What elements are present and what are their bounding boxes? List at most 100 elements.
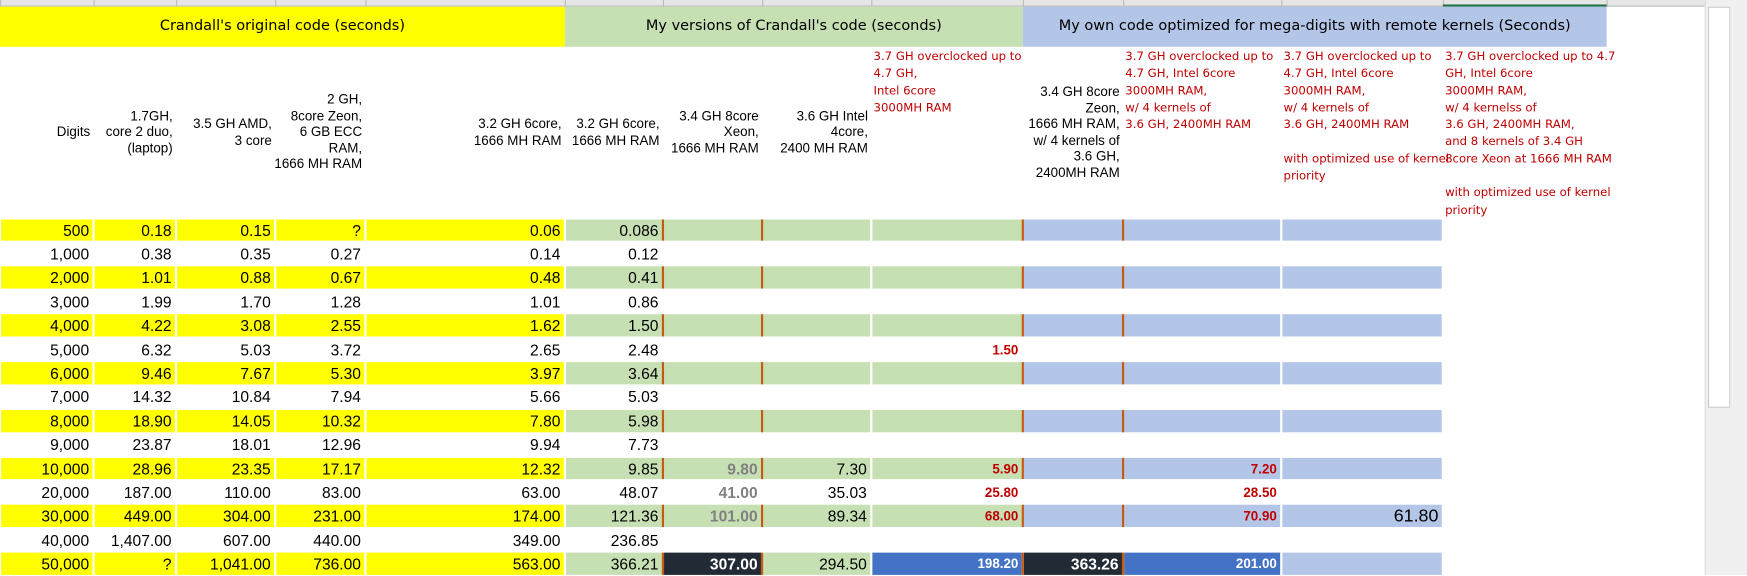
header-line: 3.6 GH, 2400MH RAM: [1283, 118, 1410, 132]
header-line: 3000MH RAM,: [1445, 84, 1527, 98]
time-cell: 68.00: [872, 505, 1022, 528]
time-cell: [1282, 386, 1441, 408]
header-line: 3.5 GH AMD,: [193, 115, 272, 132]
time-cell: [1124, 361, 1281, 385]
cell-border: [1121, 218, 1125, 242]
time-cell: [763, 434, 870, 456]
time-cell: 89.34: [763, 505, 871, 528]
time-cell: [1024, 481, 1122, 503]
time-cell: 0.48: [366, 266, 564, 289]
column-header: 3.2 GH 6core, 1666 MH RAM: [565, 49, 663, 215]
header-line: 1666 MH RAM: [671, 140, 759, 156]
cell-border: [1121, 552, 1125, 575]
time-cell: 5.66: [530, 388, 561, 406]
time-cell: 110.00: [224, 483, 271, 502]
digits-cell: 2,000: [1, 266, 93, 289]
time-cell: 48.07: [619, 483, 659, 502]
header-line: 4.7 GH, Intel 6core: [1125, 67, 1236, 81]
time-cell: 5.90: [872, 457, 1022, 480]
column-divider: [275, 0, 277, 7]
time-cell: 449.00: [94, 505, 175, 528]
time-cell: [1282, 218, 1442, 242]
time-cell: 0.086: [565, 218, 662, 242]
time-cell: 1.70: [240, 292, 271, 311]
time-cell: 12.32: [366, 457, 564, 480]
time-cell: 0.35: [240, 244, 271, 263]
header-paragraph: with optimized use of kernel priority: [1284, 151, 1450, 185]
cell-border: [661, 361, 665, 385]
time-cell: [1023, 505, 1122, 528]
header-line: priority: [1445, 203, 1488, 217]
digits-cell: 3,000: [50, 292, 90, 311]
time-cell: [872, 243, 1021, 265]
time-cell: [1282, 434, 1441, 456]
time-cell: 6.32: [141, 340, 172, 359]
time-cell: 1.01: [530, 292, 561, 311]
time-cell: [872, 529, 1021, 551]
time-cell: [1124, 386, 1280, 408]
time-cell: [1124, 314, 1281, 337]
time-cell: 1,407.00: [110, 531, 172, 549]
time-cell: [763, 386, 870, 408]
scroll-thumb[interactable]: [1708, 6, 1731, 408]
group-header: My own code optimized for mega-digits wi…: [1022, 6, 1607, 47]
time-cell: [1023, 457, 1122, 480]
time-cell: [1282, 457, 1442, 480]
time-cell: [664, 409, 761, 432]
cell-border: [661, 266, 665, 289]
time-cell: 2.65: [530, 340, 561, 359]
header-line: 1666 MH RAM: [571, 132, 660, 148]
time-cell: 1.01: [94, 266, 175, 289]
header-line: (laptop): [127, 140, 173, 156]
time-cell: 366.21: [565, 552, 662, 575]
time-cell: 18.90: [94, 409, 175, 432]
header-paragraph: 3.7 GH overclocked up to 4.7 GH, Intel 6c…: [1125, 49, 1273, 134]
time-cell: 14.05: [177, 409, 275, 432]
column-header: 1.7GH, core 2 duo, (laptop): [94, 49, 176, 215]
header-line: w/ 4 kernels of: [1033, 132, 1120, 148]
time-cell: 736.00: [276, 552, 365, 575]
time-cell: [763, 361, 871, 385]
time-cell: 304.00: [177, 505, 275, 528]
time-cell: [1282, 552, 1442, 575]
header-line: 2400 MH RAM: [780, 140, 868, 156]
time-cell: [664, 361, 761, 385]
header-line: 1666 MH RAM: [274, 156, 363, 172]
cell-border: [760, 314, 764, 337]
cell-border: [1021, 314, 1024, 337]
time-cell: 0.15: [177, 218, 275, 242]
time-cell: 3.97: [366, 361, 564, 385]
time-cell: 607.00: [223, 531, 271, 549]
header-line: 3000MH RAM: [873, 101, 952, 115]
header-line: 1666 MH RAM: [473, 132, 562, 148]
time-cell: [872, 409, 1022, 432]
time-cell: 2.48: [628, 340, 659, 359]
selected-column: [1442, 4, 1607, 7]
time-cell: [1282, 314, 1442, 337]
time-cell: 28.96: [94, 457, 175, 480]
column-header: 3.7 GH overclocked up to 4.7 GH, Intel 6co…: [871, 47, 1161, 217]
header-line: 3.7 GH overclocked up to: [1283, 50, 1432, 64]
header-line: 3.7 GH overclocked up to 4.7: [1445, 50, 1616, 64]
column-header: 3.7 GH overclocked up to 4.7 GH, Intel 6c…: [1281, 47, 1571, 217]
header-paragraph: 3.5 GH AMD, 3 core: [193, 116, 272, 148]
header-paragraph: 1.7GH, core 2 duo, (laptop): [106, 108, 173, 156]
digits-cell: 20,000: [41, 483, 90, 502]
time-cell: [1282, 481, 1441, 503]
digits-cell: 6,000: [1, 361, 93, 385]
time-cell: [872, 386, 1021, 408]
cell-border: [661, 218, 665, 242]
digits-cell: 1,000: [50, 244, 90, 263]
time-cell: [1124, 409, 1281, 432]
time-cell: 0.41: [565, 266, 662, 289]
cell-border: [1021, 505, 1024, 528]
header-line: 3.6 GH Intel: [796, 107, 868, 124]
time-cell: 201.00: [1124, 552, 1281, 575]
time-cell: 18.01: [231, 435, 271, 454]
column-divider: [0, 0, 2, 7]
header-paragraph: 3.4 GH 8core Xeon, 1666 MH RAM: [671, 108, 759, 156]
column-header: 3.2 GH 6core, 1666 MH RAM: [365, 49, 564, 215]
header-line: 2 GH,: [327, 91, 363, 108]
time-cell: [1024, 434, 1122, 456]
cell-border: [1121, 457, 1125, 480]
